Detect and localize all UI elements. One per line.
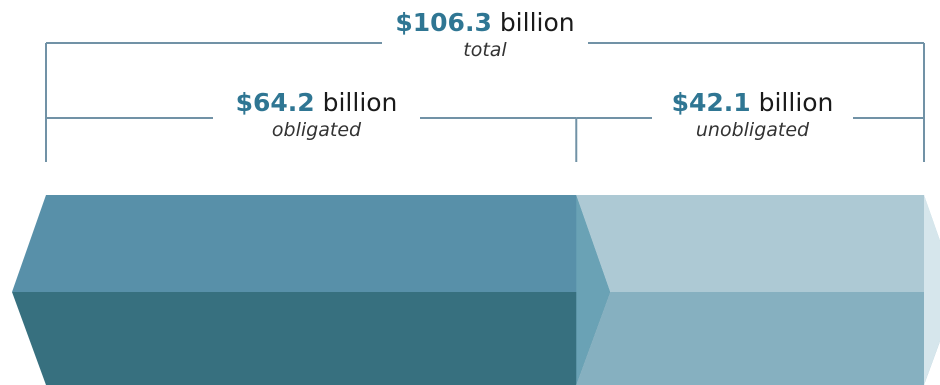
unobligated-bar-front-face (576, 292, 940, 385)
total-label: $106.3 billion total (382, 8, 588, 62)
total-unit: billion (499, 8, 575, 37)
bar-segments (12, 195, 940, 385)
bar-segment-obligated (12, 195, 611, 385)
total-caption: total (463, 39, 507, 61)
unobligated-bar-end-face (924, 195, 940, 385)
unobligated-label: $42.1 billion unobligated (652, 88, 853, 142)
obligated-label: $64.2 billion obligated (213, 88, 420, 142)
bar-segment-unobligated (576, 195, 940, 385)
obligated-unit: billion (322, 88, 398, 117)
unobligated-bar-top-face (576, 195, 940, 292)
obligated-bar-top-face (12, 195, 611, 292)
obligated-amount: $64.2 (235, 88, 315, 117)
obligated-bar-end-face (576, 195, 611, 385)
unobligated-unit: billion (758, 88, 834, 117)
total-amount: $106.3 (395, 8, 492, 37)
obligated-caption: obligated (271, 119, 362, 141)
obligated-bar-front-face (12, 292, 611, 385)
unobligated-caption: unobligated (695, 119, 810, 141)
unobligated-amount: $42.1 (671, 88, 751, 117)
